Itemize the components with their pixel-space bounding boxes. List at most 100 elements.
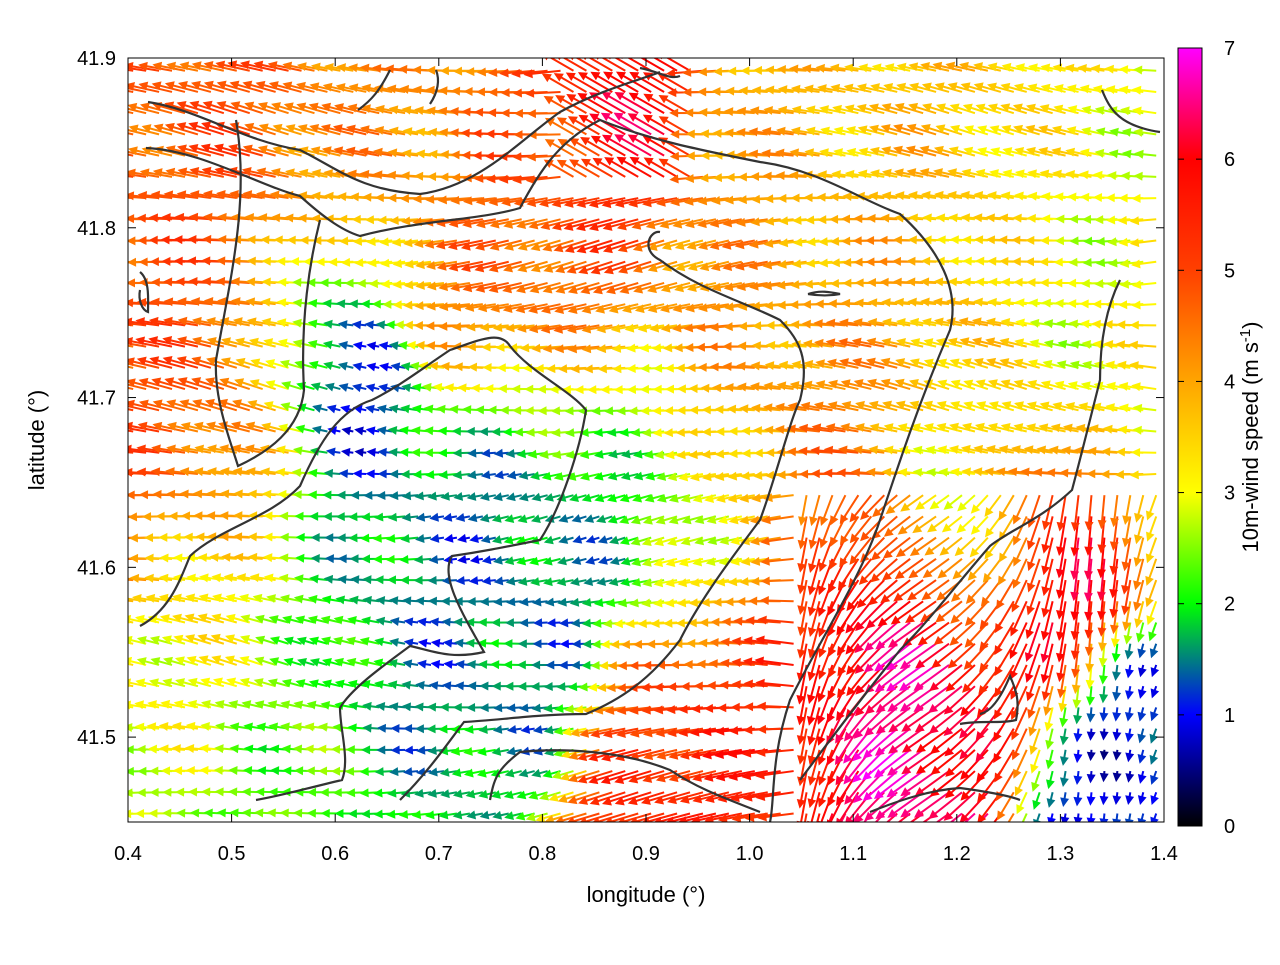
wind-arrow (414, 576, 431, 585)
wind-arrow (493, 703, 509, 712)
wind-arrow (1086, 686, 1095, 706)
wind-arrow (480, 703, 496, 712)
wind-arrow (1060, 771, 1069, 787)
wind-arrow (389, 596, 405, 605)
wind-arrow (850, 495, 872, 522)
wind-arrow (429, 555, 444, 564)
wind-arrow (403, 659, 418, 668)
wind-arrow (1125, 644, 1134, 660)
x-tick-label: 0.6 (321, 843, 349, 865)
wind-arrow (477, 747, 496, 756)
wind-arrow (427, 492, 444, 501)
wind-arrow (531, 514, 548, 523)
wind-arrow (505, 769, 522, 778)
wind-arrow (1125, 665, 1134, 678)
wind-arrow (389, 638, 405, 647)
wind-arrow (1060, 792, 1069, 807)
wind-arrow (1150, 771, 1158, 785)
wind-arrow (583, 577, 599, 586)
wind-arrow (338, 341, 353, 350)
wind-arrow (572, 535, 586, 544)
wind-arrow (362, 596, 379, 605)
wind-arrow (506, 492, 522, 501)
wind-arrow (466, 811, 482, 820)
colorbar-tick-label: 6 (1224, 149, 1235, 171)
wind-arrow (1025, 623, 1040, 663)
wind-arrow (1150, 814, 1158, 827)
colorbar-tick-label: 5 (1224, 260, 1235, 282)
wind-arrow (443, 513, 457, 522)
y-tick-label: 41.9 (77, 48, 116, 70)
wind-arrow (481, 535, 496, 544)
wind-arrow (443, 639, 457, 648)
wind-arrow (493, 556, 509, 565)
wind-arrow (558, 535, 573, 544)
colorbar (1178, 48, 1202, 826)
wind-arrow (480, 492, 496, 501)
wind-arrow (985, 516, 1001, 537)
wind-arrow (378, 341, 392, 350)
wind-arrow (469, 534, 483, 543)
wind-arrow (1098, 495, 1107, 529)
wind-arrow (1138, 814, 1147, 828)
wind-arrow (1112, 644, 1121, 663)
wind-arrow (519, 597, 535, 606)
wind-arrow (323, 320, 340, 329)
wind-arrow (354, 448, 366, 457)
wind-arrow (1099, 814, 1108, 828)
wind-arrow (391, 362, 406, 371)
wind-arrow (1138, 665, 1147, 677)
wind-arrow (353, 341, 366, 350)
wind-arrow (1137, 729, 1146, 744)
wind-arrow (1045, 729, 1054, 750)
wind-arrow (559, 618, 573, 627)
colorbar-label-sup: -1 (1237, 329, 1254, 342)
wind-arrow (379, 363, 392, 372)
wind-arrow (1125, 750, 1134, 762)
wind-arrow (556, 577, 573, 586)
wind-arrow (453, 492, 469, 501)
x-tick-label: 0.8 (528, 843, 556, 865)
wind-arrow (1130, 216, 1156, 225)
wind-arrow (1150, 792, 1158, 805)
wind-arrow (361, 616, 379, 625)
wind-arrow (1087, 729, 1096, 741)
wind-arrow (999, 538, 1014, 563)
wind-arrow (440, 492, 457, 501)
wind-arrow (521, 725, 535, 734)
wind-arrow (1132, 107, 1156, 116)
wind-arrow (1125, 729, 1134, 743)
wind-arrow (585, 556, 599, 565)
wind-arrow (558, 514, 573, 523)
wind-arrow (1112, 814, 1121, 829)
wind-arrow (481, 470, 496, 479)
wind-arrow (1031, 771, 1040, 792)
wind-arrow (929, 665, 962, 691)
wind-arrow (418, 639, 431, 648)
wind-arrow (455, 576, 469, 585)
wind-arrow (404, 746, 418, 755)
wind-arrow (1125, 792, 1134, 805)
wind-arrow (883, 538, 910, 559)
wind-arrow (506, 703, 521, 712)
wind-arrow (971, 516, 988, 534)
wind-arrow (527, 109, 561, 118)
wind-arrow (1073, 792, 1082, 806)
wind-arrow (1016, 792, 1026, 814)
y-axis-label: latitude (°) (24, 390, 49, 491)
wind-arrow (1112, 729, 1121, 742)
wind-arrow (480, 811, 496, 820)
wind-arrow (1047, 814, 1056, 827)
wind-arrow (481, 449, 496, 458)
wind-arrow (1151, 686, 1159, 698)
wind-arrow (1074, 729, 1083, 743)
wind-arrow (453, 470, 470, 479)
wind-arrow (557, 556, 573, 565)
wind-arrow (468, 513, 483, 522)
wind-arrow (439, 470, 457, 479)
wind-arrow (530, 577, 547, 586)
wind-arrow (1133, 404, 1157, 413)
wind-arrow (493, 597, 509, 606)
wind-arrow (598, 556, 612, 565)
